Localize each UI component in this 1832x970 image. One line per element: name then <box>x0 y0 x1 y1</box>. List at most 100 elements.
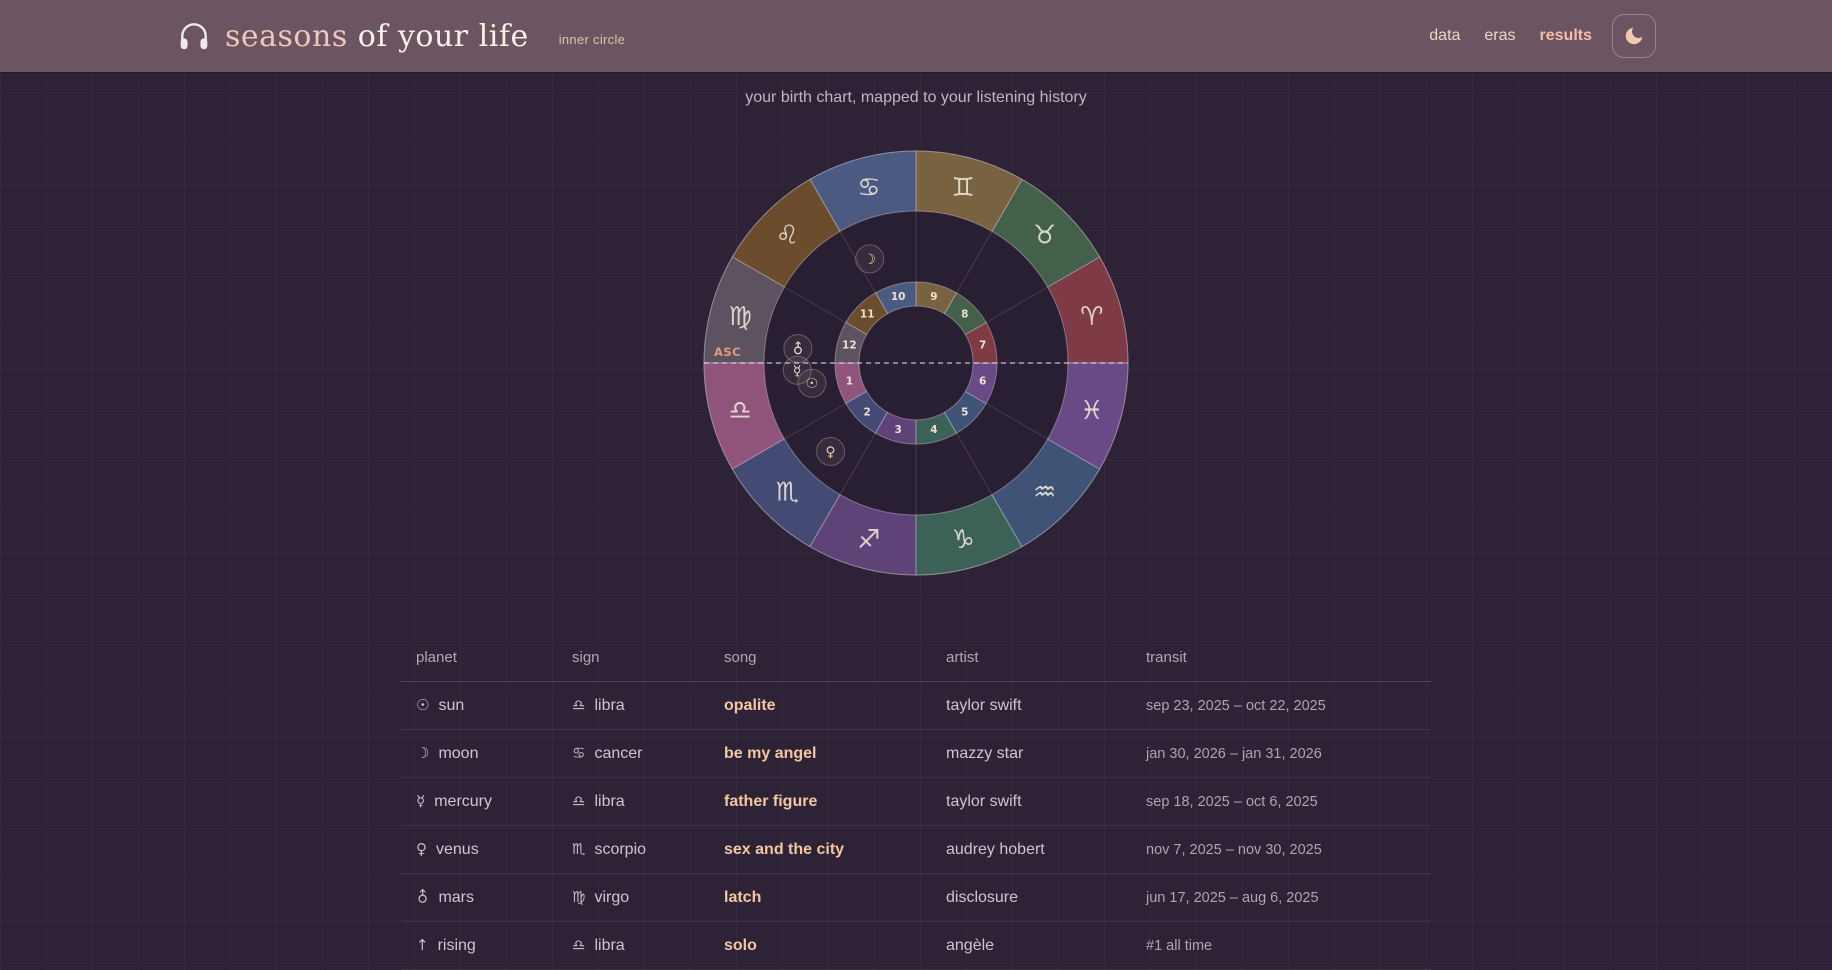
table-row: ♂ mars ♍ virgo latch disclosure jun 17, 20… <box>401 874 1431 922</box>
sign-name: virgo <box>594 889 630 906</box>
house-spoke <box>956 231 993 294</box>
house-segment-2 <box>845 390 889 434</box>
sign-glyph-virgo: ♍ <box>729 302 752 332</box>
artist-name: taylor swift <box>946 696 1022 714</box>
house-segment-11 <box>845 292 889 336</box>
sign-name: libra <box>594 793 625 810</box>
house-spoke <box>985 403 1048 440</box>
sign-glyph-scorpio: ♏ <box>776 478 799 508</box>
table-row: ♀ venus ♏ scorpio sex and the city audrey … <box>401 826 1431 874</box>
planet-glyph-icon: ↑ <box>416 936 429 954</box>
house-spoke <box>784 286 847 323</box>
planet-name: mercury <box>434 793 492 810</box>
theme-toggle-button[interactable] <box>1612 14 1656 58</box>
col-header-artist: artist <box>946 649 979 666</box>
song-title[interactable]: opalite <box>724 696 776 714</box>
sign-glyph-aquarius: ♒ <box>1033 478 1056 508</box>
planet-marker-moon[interactable] <box>855 244 885 274</box>
house-number-3: 3 <box>894 424 901 436</box>
sign-glyph-leo: ♌ <box>776 220 799 250</box>
col-header-planet: planet <box>416 649 457 666</box>
sign-glyph-sagittarius: ♐ <box>857 525 880 555</box>
table-row: ☉ sun ♎ libra opalite taylor swift sep 23,… <box>401 682 1431 730</box>
sign-name: libra <box>594 697 625 714</box>
main-nav: data eras results <box>1429 27 1592 45</box>
app-title-primary: seasons <box>225 18 348 54</box>
results-table: planet sign song artist transit ☉ sun ♎ li… <box>401 634 1431 970</box>
birth-chart-wheel: ♈ ♉ ♊ ♋ ♌ ♍ ♎ ♏ ♐ ♑ ♒ ♓ 1 2 3 4 5 6 7 8 9 10 11 12 ASC ☽ ♂ ☿ ☉ ♀ <box>703 150 1129 576</box>
song-title[interactable]: be my angel <box>724 744 817 762</box>
app-header: seasons of your life inner circle data er… <box>0 0 1832 72</box>
house-segment-5 <box>943 390 987 434</box>
planet-glyph-venus: ♀ <box>825 444 835 460</box>
results-table-header: planet sign song artist transit <box>401 634 1431 682</box>
planet-glyph-icon: ☉ <box>416 696 430 714</box>
transit-range: jan 30, 2026 – jan 31, 2026 <box>1146 745 1322 762</box>
sign-glyph-icon: ♍ <box>572 888 586 906</box>
sign-cell: ♍ virgo <box>572 888 724 907</box>
sign-glyph-libra: ♎ <box>729 396 752 426</box>
house-spoke <box>985 286 1048 323</box>
planet-cell: ♂ mars <box>401 885 572 909</box>
house-spoke <box>956 432 993 495</box>
sign-cell: ♋ cancer <box>572 744 724 763</box>
sign-name: cancer <box>594 745 643 762</box>
nav-link-data[interactable]: data <box>1429 27 1461 44</box>
sign-cell: ♎ libra <box>572 792 724 811</box>
planet-cell: ↑ rising <box>401 936 572 955</box>
sign-glyph-cancer: ♋ <box>857 173 880 203</box>
sign-wedge-scorpio <box>731 438 841 548</box>
house-number-11: 11 <box>860 309 875 321</box>
planet-glyph-moon: ☽ <box>863 252 876 268</box>
song-title[interactable]: solo <box>724 936 757 954</box>
song-title[interactable]: latch <box>724 888 762 906</box>
nav-link-results[interactable]: results <box>1539 27 1592 44</box>
song-title[interactable]: sex and the city <box>724 840 845 858</box>
sign-glyph-taurus: ♉ <box>1033 220 1056 250</box>
transit-range: nov 7, 2025 – nov 30, 2025 <box>1146 841 1322 858</box>
sign-glyph-icon: ♏ <box>572 840 586 858</box>
table-row: ☿ mercury ♎ libra father figure taylor swi… <box>401 778 1431 826</box>
house-number-10: 10 <box>891 291 906 303</box>
planet-glyph-sun: ☉ <box>806 376 819 392</box>
sign-wedge-aquarius <box>991 438 1101 548</box>
house-number-12: 12 <box>842 340 857 352</box>
artist-name: taylor swift <box>946 792 1022 810</box>
house-spoke <box>839 231 876 294</box>
planet-glyph-icon: ♂ <box>411 885 434 909</box>
planet-marker-sun[interactable] <box>797 368 827 398</box>
headphones-icon <box>176 18 212 54</box>
planet-glyph-mercury: ☿ <box>793 363 802 379</box>
planet-name: moon <box>438 745 479 762</box>
sign-name: libra <box>594 937 625 954</box>
planet-cell: ☿ mercury <box>401 792 572 811</box>
nav-link-eras[interactable]: eras <box>1484 27 1516 44</box>
table-row: ☽ moon ♋ cancer be my angel mazzy star jan… <box>401 730 1431 778</box>
artist-name: disclosure <box>946 888 1019 906</box>
app-title: seasons of your life <box>225 19 529 54</box>
artist-name: mazzy star <box>946 744 1024 762</box>
results-table-body: ☉ sun ♎ libra opalite taylor swift sep 23,… <box>401 682 1431 970</box>
planet-name: rising <box>437 937 476 954</box>
app-logo: seasons of your life inner circle <box>176 18 625 54</box>
sign-wedge-libra <box>703 362 786 470</box>
planet-glyph-icon: ☿ <box>416 792 426 810</box>
sign-glyph-gemini: ♊ <box>951 173 974 203</box>
sign-glyph-icon: ♎ <box>572 696 586 714</box>
house-spoke <box>784 403 847 440</box>
house-segment-12 <box>834 321 868 364</box>
inner-circle-badge: inner circle <box>558 31 626 47</box>
planet-cell: ♀ venus <box>401 840 572 859</box>
planet-cell: ☽ moon <box>401 744 572 763</box>
house-spoke <box>839 432 876 495</box>
planet-marker-venus[interactable] <box>816 436 846 466</box>
song-title[interactable]: father figure <box>724 792 818 810</box>
planet-marker-mars[interactable] <box>783 333 813 363</box>
planet-name: venus <box>436 841 479 858</box>
col-header-transit: transit <box>1146 649 1187 666</box>
sign-glyph-capricorn: ♑ <box>951 525 974 555</box>
planet-marker-mercury[interactable] <box>782 355 812 385</box>
sign-cell: ♎ libra <box>572 696 724 715</box>
sign-glyph-icon: ♎ <box>572 792 586 810</box>
asc-label: ASC <box>714 345 741 359</box>
